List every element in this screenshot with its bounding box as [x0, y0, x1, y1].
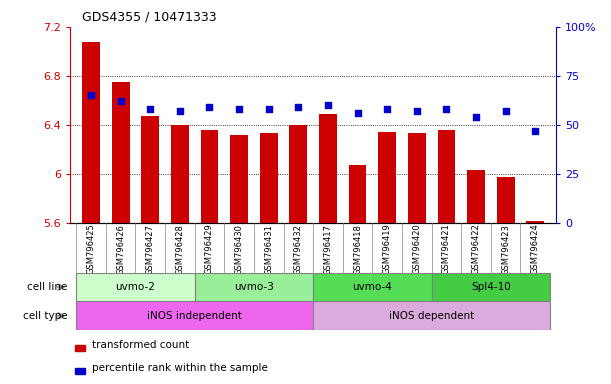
- Text: transformed count: transformed count: [92, 340, 189, 350]
- Text: GSM796431: GSM796431: [264, 224, 273, 275]
- Text: GSM796428: GSM796428: [175, 224, 185, 275]
- Bar: [141, 116, 159, 223]
- Point: [145, 106, 155, 112]
- Text: GSM796422: GSM796422: [472, 224, 480, 275]
- Bar: [437, 130, 455, 223]
- Text: GSM796417: GSM796417: [323, 224, 332, 275]
- Bar: [408, 133, 426, 223]
- Bar: [82, 41, 100, 223]
- Text: GSM796425: GSM796425: [87, 224, 95, 275]
- Point: [382, 106, 392, 112]
- Point: [175, 108, 185, 114]
- Point: [323, 102, 333, 108]
- Bar: [260, 133, 277, 223]
- Bar: [527, 222, 544, 223]
- Bar: [171, 125, 189, 223]
- Bar: [313, 301, 550, 330]
- Bar: [200, 130, 218, 223]
- Point: [501, 108, 511, 114]
- Point: [264, 106, 274, 112]
- Text: cell line: cell line: [27, 282, 67, 292]
- Text: GSM796429: GSM796429: [205, 224, 214, 275]
- Point: [530, 127, 540, 134]
- Point: [234, 106, 244, 112]
- Text: uvmo-4: uvmo-4: [353, 282, 392, 292]
- Bar: [195, 273, 313, 301]
- Text: GDS4355 / 10471333: GDS4355 / 10471333: [82, 10, 217, 23]
- Bar: [378, 132, 396, 223]
- Text: percentile rank within the sample: percentile rank within the sample: [92, 363, 268, 373]
- Text: GSM796423: GSM796423: [501, 224, 510, 275]
- Bar: [75, 368, 85, 374]
- Bar: [112, 82, 130, 223]
- Bar: [431, 273, 550, 301]
- Text: GSM796421: GSM796421: [442, 224, 451, 275]
- Point: [115, 98, 125, 104]
- Text: GSM796427: GSM796427: [146, 224, 155, 275]
- Point: [86, 92, 96, 98]
- Bar: [467, 170, 485, 223]
- Text: iNOS independent: iNOS independent: [147, 311, 242, 321]
- Bar: [290, 125, 307, 223]
- Text: GSM796426: GSM796426: [116, 224, 125, 275]
- Point: [205, 104, 214, 110]
- Bar: [497, 177, 514, 223]
- Point: [471, 114, 481, 120]
- Text: cell type: cell type: [23, 311, 67, 321]
- Bar: [230, 135, 248, 223]
- Bar: [313, 273, 431, 301]
- Text: GSM796419: GSM796419: [382, 224, 392, 275]
- Text: uvmo-2: uvmo-2: [115, 282, 155, 292]
- Point: [293, 104, 303, 110]
- Bar: [319, 114, 337, 223]
- Text: GSM796418: GSM796418: [353, 224, 362, 275]
- Bar: [349, 165, 367, 223]
- Bar: [75, 345, 85, 351]
- Text: Spl4-10: Spl4-10: [471, 282, 511, 292]
- Text: iNOS dependent: iNOS dependent: [389, 311, 474, 321]
- Text: uvmo-3: uvmo-3: [234, 282, 274, 292]
- Point: [442, 106, 452, 112]
- Text: GSM796430: GSM796430: [235, 224, 244, 275]
- Text: GSM796432: GSM796432: [294, 224, 303, 275]
- Point: [353, 110, 362, 116]
- Bar: [76, 273, 195, 301]
- Text: GSM796420: GSM796420: [412, 224, 422, 275]
- Point: [412, 108, 422, 114]
- Bar: [76, 301, 313, 330]
- Text: GSM796424: GSM796424: [531, 224, 540, 275]
